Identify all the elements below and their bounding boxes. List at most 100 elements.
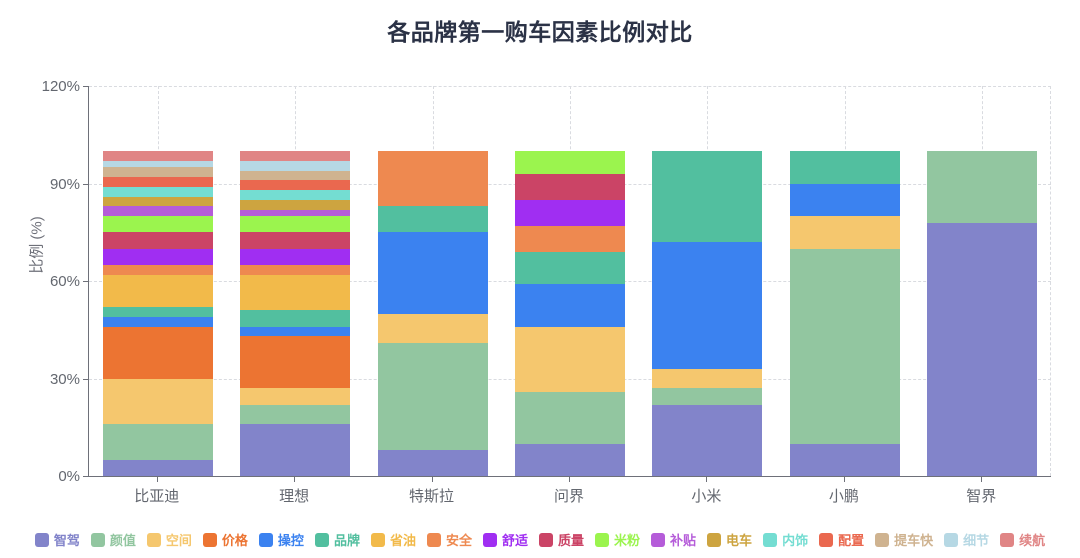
legend-swatch-智驾 [34,533,49,547]
legend-item-米粉[interactable]: 米粉 [595,533,640,547]
bar-segment-理想-价格[interactable] [240,336,351,389]
bar-segment-比亚迪-操控[interactable] [102,316,213,327]
x-tick-mark [569,477,570,482]
bar-segment-理想-颜值[interactable] [240,404,351,424]
bar-segment-比亚迪-品牌[interactable] [102,307,213,317]
bar-segment-小鹏-智驾[interactable] [789,443,900,476]
legend-swatch-续航 [1000,533,1015,547]
legend-label-补贴: 补贴 [670,532,697,548]
legend-item-电车[interactable]: 电车 [707,533,752,547]
bar-segment-问界-操控[interactable] [515,284,625,327]
bar-segment-比亚迪-续航[interactable] [102,151,213,161]
bar-segment-问界-智驾[interactable] [515,443,625,476]
bar-segment-理想-提车快[interactable] [240,170,351,181]
y-tick-mark [83,86,88,87]
bar-segment-比亚迪-颜值[interactable] [102,424,213,460]
bar-segment-理想-续航[interactable] [240,151,351,161]
bar-segment-特斯拉-智驾[interactable] [377,450,488,476]
bar-segment-比亚迪-空间[interactable] [102,378,213,424]
bar-segment-小米-颜值[interactable] [652,388,763,405]
bar-segment-小鹏-品牌[interactable] [789,151,900,184]
bar-segment-比亚迪-质量[interactable] [102,232,213,249]
bar-segment-理想-补贴[interactable] [240,209,351,216]
bar-segment-理想-配置[interactable] [240,180,351,190]
bar-segment-比亚迪-提车快[interactable] [102,167,213,177]
bar-segment-理想-内饰[interactable] [240,190,351,200]
bar-segment-理想-操控[interactable] [240,326,351,337]
bar-segment-理想-品牌[interactable] [240,310,351,327]
legend-item-舒适[interactable]: 舒适 [482,533,528,547]
bar-segment-小米-操控[interactable] [652,242,763,369]
bar-segment-特斯拉-颜值[interactable] [377,342,488,450]
legend-item-价格[interactable]: 价格 [202,532,248,548]
legend-label-空间: 空间 [165,532,192,548]
bar-segment-比亚迪-智驾[interactable] [102,459,213,476]
legend-item-内饰[interactable]: 内饰 [763,533,808,547]
bar-segment-问界-米粉[interactable] [515,151,625,174]
bar-segment-小鹏-空间[interactable] [789,216,900,249]
bar-segment-比亚迪-配置[interactable] [102,177,213,187]
bar-segment-理想-米粉[interactable] [240,216,351,233]
legend-item-智驾[interactable]: 智驾 [34,533,80,547]
bar-segment-比亚迪-价格[interactable] [102,326,213,379]
bar-segment-问界-空间[interactable] [515,326,625,392]
bar-segment-理想-安全[interactable] [240,264,351,275]
bar-segment-理想-电车[interactable] [240,199,351,210]
legend-item-细节[interactable]: 细节 [944,533,989,547]
bar-segment-比亚迪-电车[interactable] [102,196,213,207]
bar-segment-小鹏-颜值[interactable] [789,248,900,444]
bar-segment-比亚迪-省油[interactable] [102,274,213,307]
bar-segment-比亚迪-补贴[interactable] [102,206,213,216]
bar-segment-问界-舒适[interactable] [515,199,625,226]
bar-segment-小米-空间[interactable] [652,368,763,389]
bar-segment-比亚迪-安全[interactable] [102,264,213,275]
legend-label-配置: 配置 [838,532,865,548]
bar-segment-理想-质量[interactable] [240,232,351,249]
bar-segment-理想-空间[interactable] [240,388,351,405]
legend-label-米粉: 米粉 [614,532,641,548]
bar-segment-智界-智驾[interactable] [927,222,1038,476]
bar-segment-问界-质量[interactable] [515,173,625,200]
bar-segment-比亚迪-细节[interactable] [102,160,213,168]
legend-item-品牌[interactable]: 品牌 [314,533,360,547]
legend-item-省油[interactable]: 省油 [370,533,416,547]
legend-item-补贴[interactable]: 补贴 [651,533,696,547]
bar-segment-比亚迪-内饰[interactable] [102,186,213,197]
bar-segment-问界-颜值[interactable] [515,391,625,444]
legend-item-安全[interactable]: 安全 [426,533,472,547]
bar-segment-问界-安全[interactable] [515,225,625,252]
bar-segment-智界-颜值[interactable] [927,151,1038,223]
legend-item-质量[interactable]: 质量 [539,533,584,547]
legend-swatch-颜值 [90,533,105,547]
bar-segment-理想-智驾[interactable] [240,424,351,476]
bar-segment-特斯拉-品牌[interactable] [377,206,488,233]
bar-segment-特斯拉-操控[interactable] [377,232,488,314]
bar-segment-小米-品牌[interactable] [652,151,763,242]
legend-item-空间[interactable]: 空间 [146,532,192,548]
legend-swatch-配置 [819,533,834,547]
bar-segment-小鹏-操控[interactable] [789,183,900,216]
legend-item-续航[interactable]: 续航 [1000,533,1045,547]
bar-segment-小米-智驾[interactable] [652,404,763,476]
bar-segment-理想-细节[interactable] [240,160,351,171]
bar-segment-特斯拉-空间[interactable] [377,313,488,343]
bar-segment-理想-省油[interactable] [240,274,351,311]
bar-segment-特斯拉-安全[interactable] [377,151,488,207]
legend-label-内饰: 内饰 [782,532,809,548]
legend-label-价格: 价格 [221,532,248,548]
x-tick-mark [981,477,983,482]
legend-item-操控[interactable]: 操控 [258,533,304,547]
legend-swatch-舒适 [482,533,497,547]
bar-问界 [515,151,625,476]
bar-segment-理想-舒适[interactable] [240,248,351,265]
y-tick-label-0%: 0% [58,468,80,485]
bar-segment-比亚迪-米粉[interactable] [102,216,213,233]
legend-item-颜值[interactable]: 颜值 [90,533,136,547]
bar-segment-比亚迪-舒适[interactable] [102,248,213,265]
bar-比亚迪 [102,151,213,476]
legend-item-配置[interactable]: 配置 [819,533,864,547]
legend-item-提车快[interactable]: 提车快 [875,533,933,547]
y-tick-mark [83,281,88,282]
bar-segment-问界-品牌[interactable] [515,251,625,285]
